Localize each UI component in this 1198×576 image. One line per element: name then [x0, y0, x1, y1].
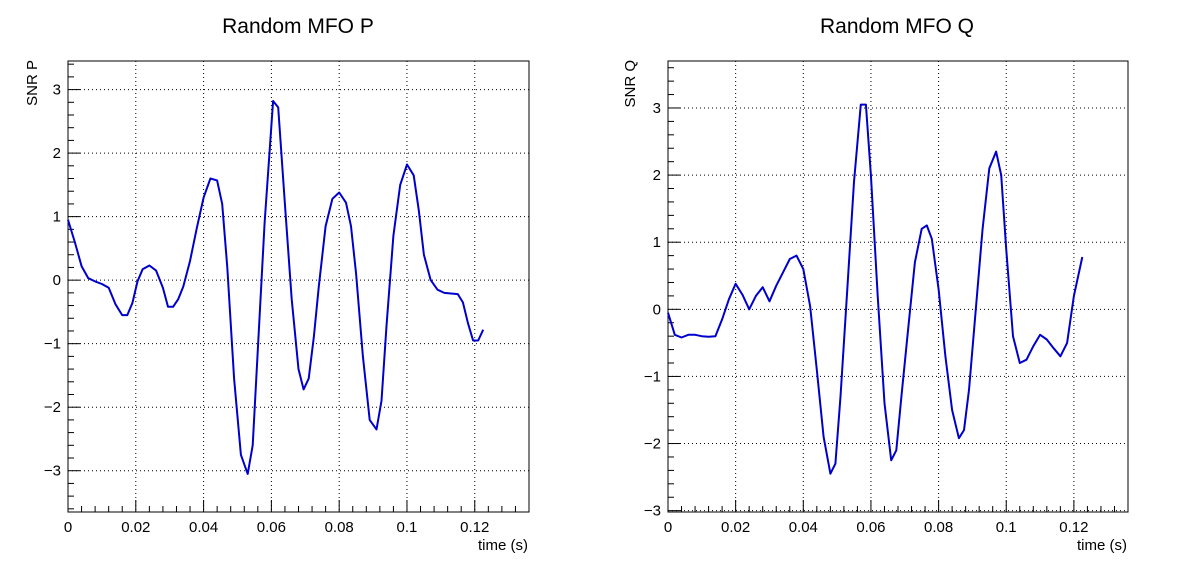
y-tick-label: −1 [644, 368, 661, 385]
y-tick-label: 0 [53, 272, 61, 289]
x-tick-label: 0.06 [257, 519, 286, 536]
x-tick-label: 0.04 [789, 519, 818, 536]
chart-panel-p: Random MFO P SNR P time (s) 0 0.02 0.04 0.0… [24, 15, 530, 554]
y-tick-label: −2 [44, 399, 61, 416]
x-tick-label: 0.08 [924, 519, 953, 536]
x-tick-label: 0.02 [121, 519, 150, 536]
x-tick-label: 0.02 [721, 519, 750, 536]
y-tick-label: 0 [653, 301, 661, 318]
y-tick-label: 3 [53, 82, 61, 99]
y-tick-label: 2 [53, 145, 61, 162]
chart-title: Random MFO Q [820, 15, 974, 38]
chart-panel-q: Random MFO Q SNR Q time (s) 0 0.02 0.04 0.0… [622, 15, 1129, 554]
x-tick-label: 0 [64, 519, 72, 536]
x-tick-label: 0.12 [460, 519, 489, 536]
x-tick-label: 0 [664, 519, 672, 536]
x-tick-label: 0.12 [1059, 519, 1088, 536]
series-line [67, 100, 485, 475]
series-line [667, 103, 1084, 475]
chart-title: Random MFO P [222, 15, 374, 38]
y-tick-label: 1 [653, 234, 661, 251]
x-tick-label: 0.06 [856, 519, 885, 536]
y-tick-label: −1 [44, 336, 61, 353]
x-tick-label: 0.1 [996, 519, 1017, 536]
y-tick-label: 1 [53, 209, 61, 226]
y-tick-label: −2 [644, 436, 661, 453]
y-axis-label: SNR Q [622, 60, 639, 108]
x-tick-label: 0.1 [397, 519, 418, 536]
x-axis-label: time (s) [478, 537, 528, 554]
y-tick-label: −3 [44, 463, 61, 480]
x-tick-label: 0.08 [325, 519, 354, 536]
y-tick-label: −3 [644, 503, 661, 520]
y-tick-label: 3 [653, 100, 661, 117]
y-axis-label: SNR P [24, 60, 41, 106]
y-tick-label: 2 [653, 167, 661, 184]
x-tick-label: 0.04 [189, 519, 218, 536]
x-axis-label: time (s) [1077, 537, 1127, 554]
